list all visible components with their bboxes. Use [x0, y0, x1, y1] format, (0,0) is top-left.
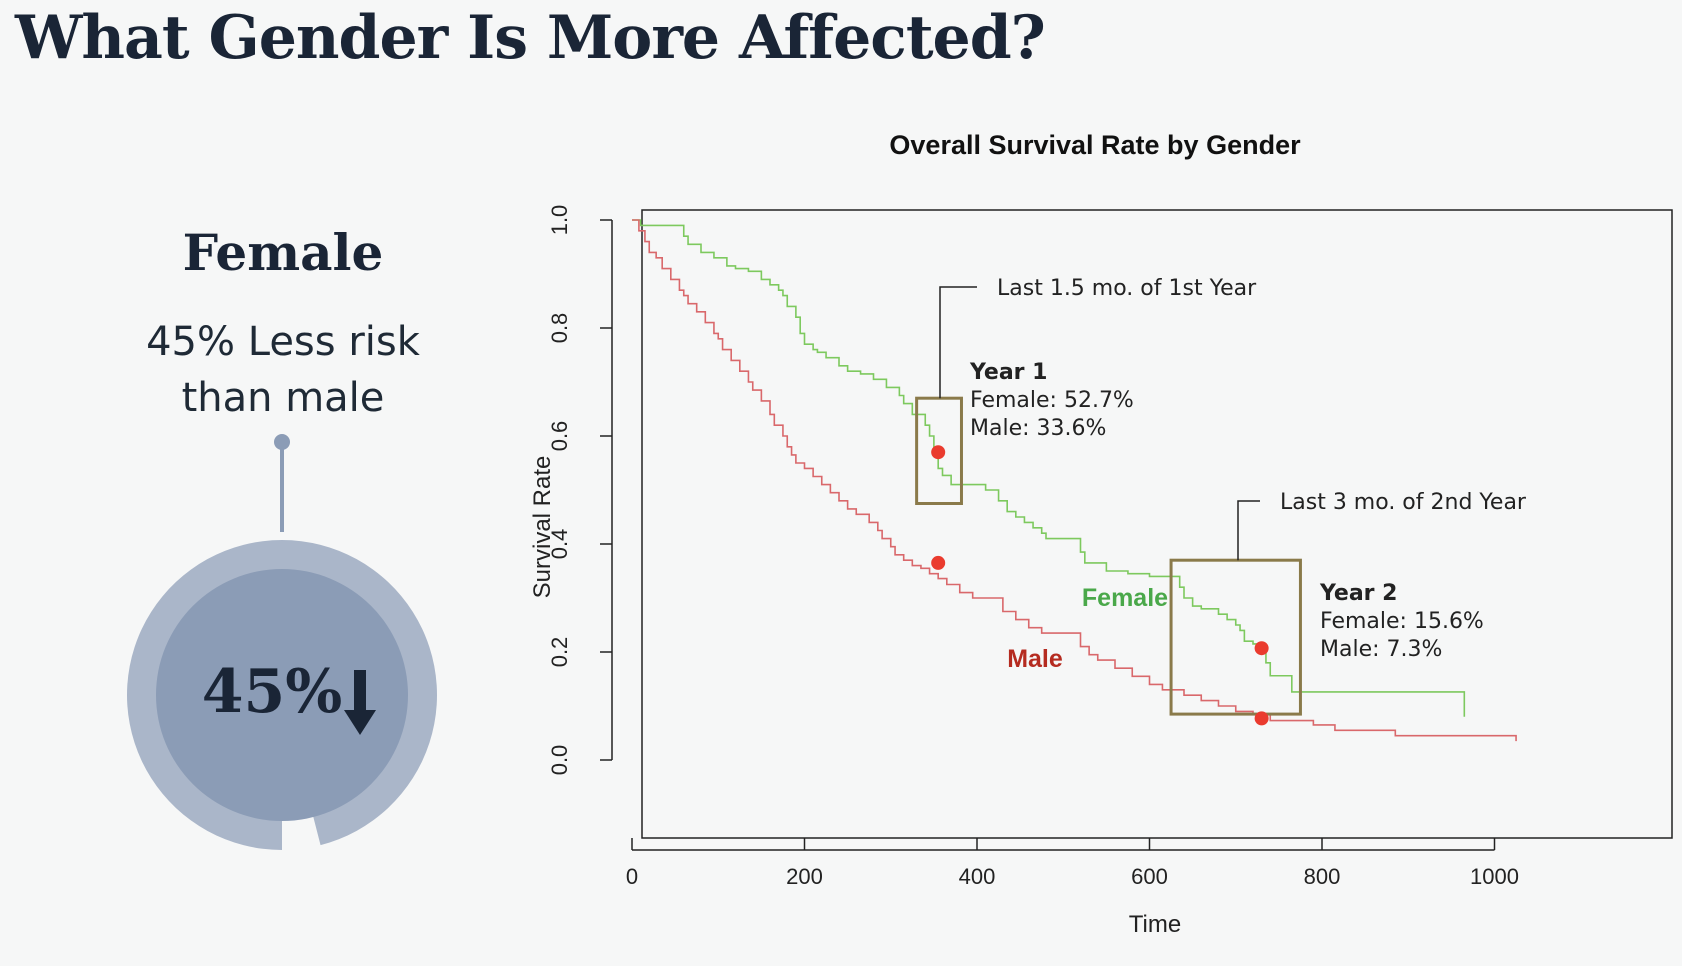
survival-chart: Overall Survival Rate by Gender 0.00.20.… [529, 130, 1673, 938]
chart-title: Overall Survival Rate by Gender [889, 130, 1301, 160]
risk-subtitle-line2: than male [181, 375, 385, 421]
annotation-callout-line-2 [1237, 500, 1260, 561]
annotation-box-2 [1169, 558, 1302, 716]
annotation-female-2: Female: 15.6% [1320, 609, 1484, 634]
annotation-female-1: Female: 52.7% [970, 388, 1134, 413]
highlight-point-female-2 [1254, 641, 1269, 656]
highlight-point-female-1 [931, 445, 946, 460]
x-tick-label: 600 [1131, 864, 1168, 889]
y-tick-label: 0.0 [547, 745, 572, 776]
x-axis-title: Time [1129, 911, 1181, 938]
series-line-male [632, 219, 1517, 742]
annotation-callout-1: Last 1.5 mo. of 1st Year [997, 276, 1257, 301]
x-tick-label: 1000 [1470, 864, 1519, 889]
x-tick-label: 400 [959, 864, 996, 889]
annotation-heading-1: Year 1 [969, 360, 1048, 385]
y-tick-label: 0.4 [547, 529, 572, 560]
x-tick-label: 200 [786, 864, 823, 889]
series-label-female: Female [1082, 584, 1168, 612]
y-axis-title: Survival Rate [529, 456, 556, 599]
x-tick-label: 0 [626, 864, 638, 889]
highlight-point-male-1 [931, 555, 946, 570]
risk-subtitle: 45% Less risk than male [85, 314, 481, 426]
annotation-heading-2: Year 2 [1319, 581, 1398, 606]
summary-panel: Female 45% Less risk than male [85, 210, 481, 426]
plot-frame [641, 209, 1673, 839]
y-tick-label: 0.8 [547, 313, 572, 344]
y-tick-label: 1.0 [547, 205, 572, 236]
y-tick-label: 0.2 [547, 637, 572, 668]
page-title: What Gender Is More Affected? [15, 3, 1046, 73]
risk-subtitle-line1: 45% Less risk [146, 319, 420, 365]
y-axis: 0.0 0.2 0.4 0.6 0.8 1.0 [547, 205, 613, 776]
gauge-value: 45% [202, 657, 343, 727]
x-tick-label: 800 [1304, 864, 1341, 889]
annotation-callout-line-1 [939, 286, 977, 399]
x-axis: 0 200 400 600 800 1000 [626, 838, 1519, 889]
y-tick-label: 0.6 [547, 421, 572, 452]
gauge-pin-head [274, 434, 290, 450]
highlight-points [931, 445, 1269, 726]
risk-gauge: 45% [126, 434, 438, 850]
series-label-male: Male [1007, 645, 1063, 673]
highlight-point-male-2 [1254, 711, 1269, 726]
annotation-layer: Last 1.5 mo. of 1st Year Year 1 Female: 52… [915, 276, 1527, 716]
gauge-inner-disc [156, 569, 408, 821]
annotation-male-2: Male: 7.3% [1320, 637, 1442, 662]
annotation-male-1: Male: 33.6% [970, 416, 1106, 441]
annotation-box-1 [915, 396, 963, 506]
annotation-callout-2: Last 3 mo. of 2nd Year [1280, 490, 1527, 515]
gender-label: Female [182, 223, 384, 282]
down-arrow-icon [344, 670, 376, 735]
